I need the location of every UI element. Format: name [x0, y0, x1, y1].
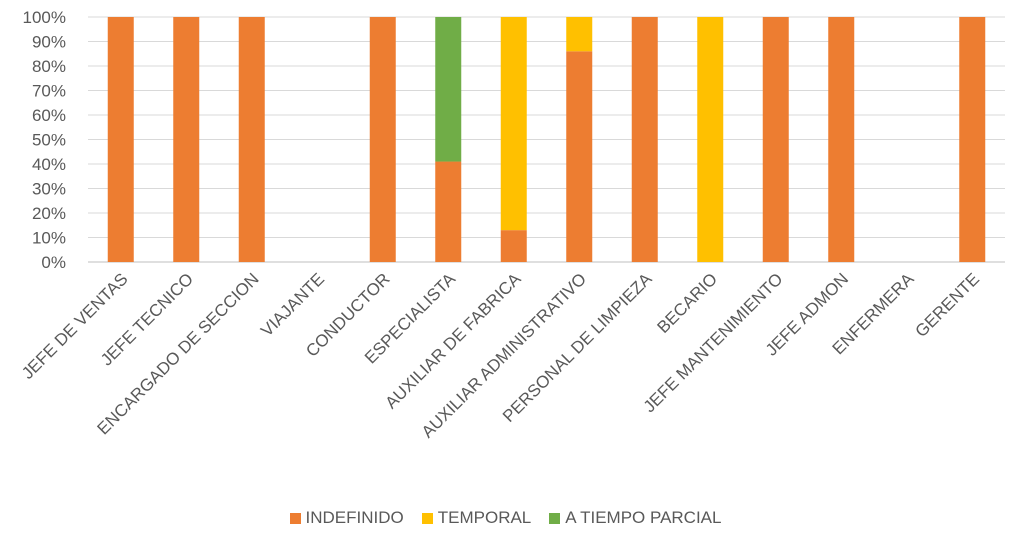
- legend-item: TEMPORAL: [421, 508, 532, 528]
- y-tick-label: 100%: [23, 8, 66, 27]
- legend-label: INDEFINIDO: [305, 508, 404, 527]
- bar-segment: [238, 17, 265, 262]
- bar-segment: [500, 17, 527, 231]
- bar-segment: [959, 17, 986, 262]
- legend: INDEFINIDO TEMPORAL A TIEMPO PARCIAL: [0, 508, 1011, 529]
- legend-item: A TIEMPO PARCIAL: [549, 508, 721, 528]
- legend-swatch: [289, 512, 301, 524]
- bar-segment: [631, 17, 658, 262]
- bar-segment: [828, 17, 855, 262]
- y-tick-label: 0%: [41, 253, 66, 272]
- legend-swatch: [549, 512, 561, 524]
- y-tick-label: 40%: [32, 155, 66, 174]
- y-tick-label: 60%: [32, 106, 66, 125]
- x-category-label: BECARIO: [654, 269, 722, 337]
- bar-segment: [762, 17, 789, 262]
- bar-segment: [435, 17, 462, 162]
- x-category-label: JEFE DE VENTAS: [18, 269, 131, 382]
- y-tick-label: 20%: [32, 204, 66, 223]
- y-tick-label: 50%: [32, 131, 66, 150]
- y-tick-label: 10%: [32, 229, 66, 248]
- y-tick-label: 80%: [32, 57, 66, 76]
- bar-segment: [697, 17, 724, 262]
- y-tick-label: 30%: [32, 180, 66, 199]
- bar-segment: [369, 17, 396, 262]
- x-category-label: GERENTE: [912, 269, 984, 341]
- legend-item: INDEFINIDO: [289, 508, 404, 528]
- bar-segment: [566, 17, 593, 52]
- x-category-label: AUXILIAR DE FABRICA: [382, 269, 525, 412]
- y-axis-tick-labels: 0% 10% 20% 30% 40% 50% 60% 70% 80% 90% 100%: [23, 8, 66, 272]
- legend-swatch: [421, 512, 433, 524]
- bar-segment: [566, 51, 593, 262]
- bar-segment: [500, 230, 527, 262]
- legend-label: TEMPORAL: [437, 508, 532, 527]
- bar-segment: [173, 17, 200, 262]
- y-tick-label: 70%: [32, 82, 66, 101]
- gridlines: [88, 16, 1005, 263]
- bar-segment: [107, 17, 134, 262]
- x-category-label: VIAJANTE: [257, 269, 328, 340]
- bars: [107, 17, 986, 262]
- bar-segment: [435, 161, 462, 262]
- y-tick-label: 90%: [32, 33, 66, 52]
- legend-label: A TIEMPO PARCIAL: [565, 508, 722, 527]
